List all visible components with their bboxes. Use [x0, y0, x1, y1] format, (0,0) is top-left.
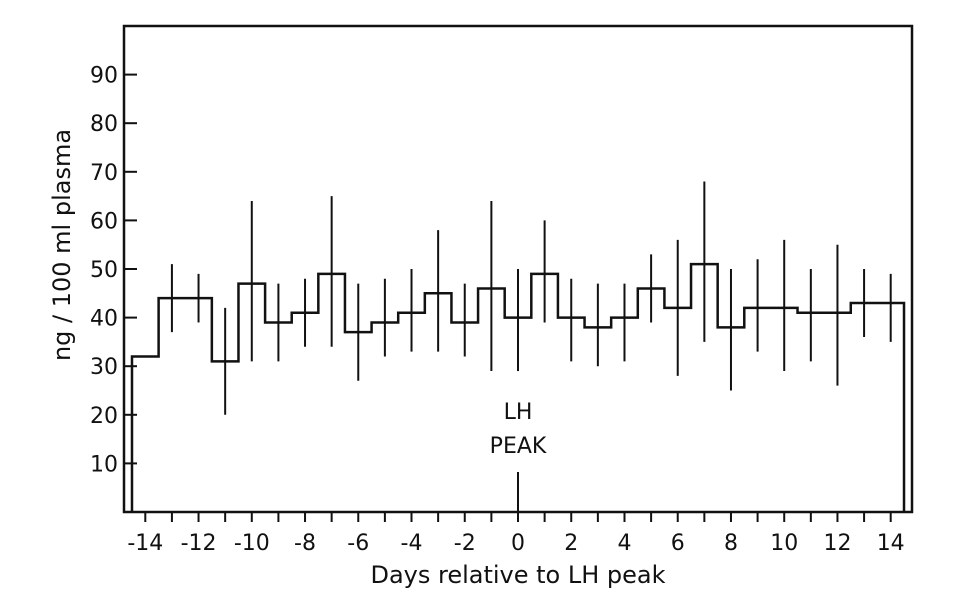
annotation-text: PEAK — [490, 434, 547, 459]
x-tick-label: 4 — [617, 531, 631, 556]
x-tick-label: 0 — [511, 531, 525, 556]
annotation-layer: LH PEAK — [490, 400, 547, 512]
x-tick-label: -8 — [294, 531, 316, 556]
series-step-line — [130, 262, 906, 512]
x-tick-label: 2 — [564, 531, 578, 556]
y-axis-title: ng / 100 ml plasma — [48, 129, 76, 361]
y-tick-label: 80 — [90, 112, 118, 137]
y-tick-label: 40 — [90, 307, 118, 332]
x-axis-title: Days relative to LH peak — [370, 561, 665, 589]
y-tick-label: 90 — [90, 64, 118, 89]
y-tick-label: 60 — [90, 209, 118, 234]
x-tick-label: -14 — [127, 531, 163, 556]
y-tick-label: 50 — [90, 258, 118, 283]
y-tick-label: 30 — [90, 355, 118, 380]
x-axis-ticks: -14 -12 -10 -8 -6 -4 -2 0 2 4 6 8 10 12 14 — [127, 512, 905, 556]
y-axis-ticks: 10 20 30 40 50 60 70 80 90 — [90, 64, 137, 477]
x-tick-label: -4 — [401, 531, 423, 556]
series-layer — [130, 181, 906, 512]
x-tick-label: 12 — [823, 531, 851, 556]
x-tick-label: -10 — [234, 531, 270, 556]
x-tick-label: 10 — [770, 531, 798, 556]
x-tick-label: 8 — [724, 531, 738, 556]
x-tick-label: 6 — [671, 531, 685, 556]
x-tick-label: -2 — [454, 531, 476, 556]
x-tick-label: -6 — [347, 531, 369, 556]
y-tick-label: 10 — [90, 452, 118, 477]
annotation-text: LH — [504, 400, 533, 425]
x-tick-label: -12 — [181, 531, 217, 556]
x-tick-label: 14 — [877, 531, 905, 556]
y-tick-label: 70 — [90, 161, 118, 186]
y-tick-label: 20 — [90, 404, 118, 429]
